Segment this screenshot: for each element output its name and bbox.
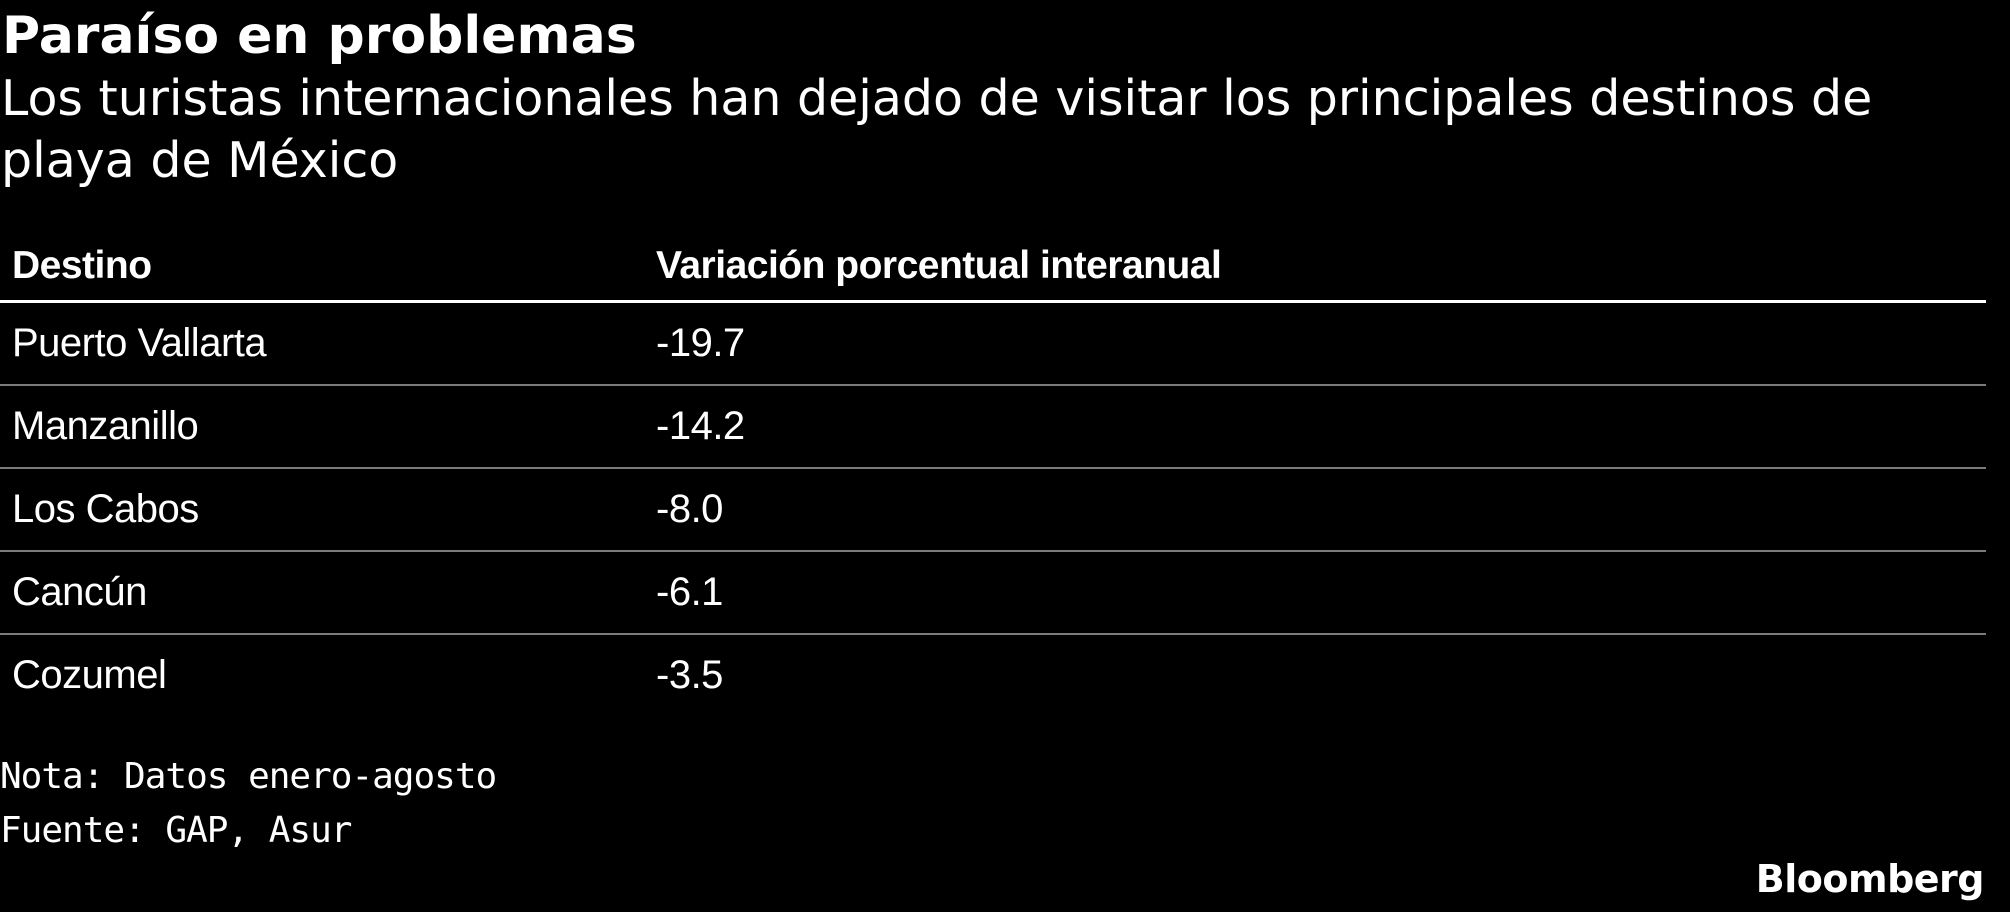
bloomberg-logo: Bloomberg [1755, 857, 1985, 901]
cell-destino: Cancún [12, 570, 147, 614]
cell-variacion: -3.5 [656, 653, 723, 697]
data-table: Destino Variación porcentual interanual … [0, 232, 1986, 716]
cell-variacion: -8.0 [656, 487, 723, 531]
table-row: Cancún -6.1 [0, 552, 1986, 635]
column-header-variacion: Variación porcentual interanual [656, 244, 1222, 287]
chart-footnotes: Nota: Datos enero-agosto Fuente: GAP, As… [0, 750, 497, 858]
cell-destino: Puerto Vallarta [12, 321, 267, 365]
table-row: Cozumel -3.5 [0, 635, 1986, 716]
chart-subtitle: Los turistas internacionales han dejado … [1, 70, 1873, 189]
chart-note: Nota: Datos enero-agosto [0, 756, 497, 797]
table-header: Destino Variación porcentual interanual [0, 232, 1986, 303]
cell-destino: Los Cabos [12, 487, 199, 531]
chart-title: Paraíso en problemas [2, 6, 637, 66]
cell-variacion: -6.1 [656, 570, 723, 614]
cell-destino: Cozumel [12, 653, 167, 697]
cell-variacion: -14.2 [656, 404, 745, 448]
table-row: Puerto Vallarta -19.7 [0, 303, 1986, 386]
cell-destino: Manzanillo [12, 404, 199, 448]
column-header-destino: Destino [12, 244, 152, 287]
table-row: Los Cabos -8.0 [0, 469, 1986, 552]
chart-source: Fuente: GAP, Asur [0, 810, 352, 851]
cell-variacion: -19.7 [656, 321, 745, 365]
table-row: Manzanillo -14.2 [0, 386, 1986, 469]
